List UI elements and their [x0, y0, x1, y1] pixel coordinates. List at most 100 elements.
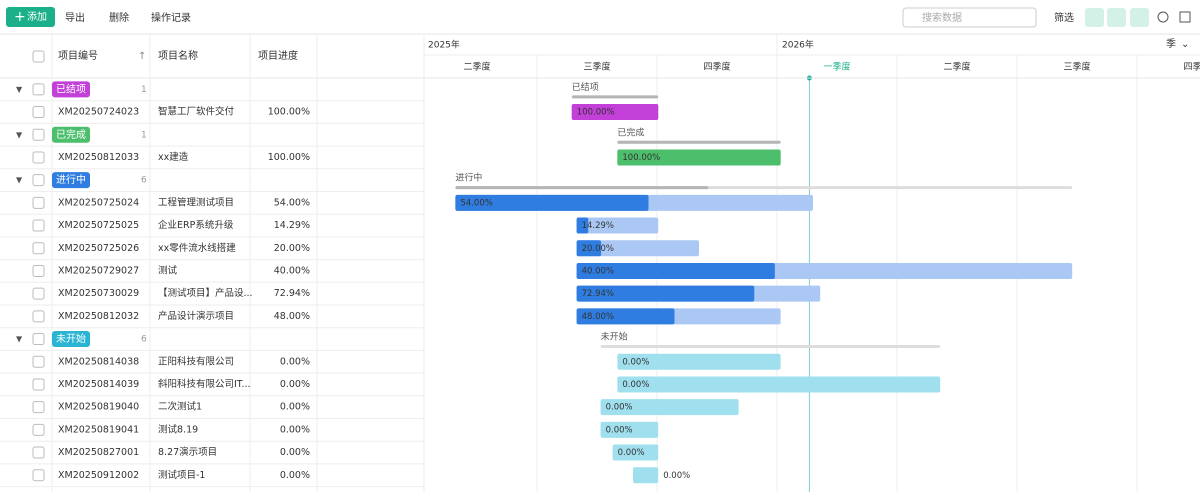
- quarter-label: 三季度: [1063, 61, 1090, 73]
- row-checkbox[interactable]: [32, 196, 45, 209]
- task-progress-label: 0.00%: [618, 448, 645, 458]
- task-progress-label: 54.00%: [460, 198, 492, 208]
- expand-icon[interactable]: ▼: [16, 130, 23, 139]
- group-checkbox[interactable]: [32, 174, 45, 187]
- row-checkbox[interactable]: [32, 264, 45, 277]
- group-checkbox[interactable]: [32, 83, 45, 96]
- quarter-label: 二季度: [463, 61, 490, 73]
- group-bar-label: 未开始: [601, 331, 628, 343]
- task-progress: [455, 194, 649, 211]
- fullscreen-button[interactable]: [1179, 11, 1191, 23]
- view-toggle[interactable]: [1107, 8, 1126, 27]
- group-checkbox[interactable]: [32, 128, 45, 141]
- column-header: 项目编号: [58, 49, 98, 62]
- group-tag-label: 进行中: [56, 173, 86, 186]
- group-progress: [617, 140, 781, 144]
- scale-selector[interactable]: 季: [1166, 38, 1176, 50]
- quarter-label: 二季度: [943, 61, 970, 73]
- view-toggle[interactable]: [1085, 8, 1104, 27]
- project-code: XM20250812033: [58, 152, 139, 163]
- project-code: XM20250827001: [58, 447, 139, 458]
- expand-icon[interactable]: ▼: [16, 176, 23, 185]
- project-code: XM20250725025: [58, 220, 139, 231]
- task-progress: [576, 217, 589, 234]
- row-checkbox[interactable]: [32, 219, 45, 232]
- task-bar[interactable]: [612, 444, 659, 461]
- expand-icon[interactable]: ▼: [16, 335, 23, 344]
- project-name: 测试项目-1: [158, 469, 205, 481]
- group-bar-label: 已完成: [617, 126, 644, 138]
- row-checkbox[interactable]: [32, 378, 45, 391]
- task-bar[interactable]: [600, 399, 739, 416]
- search-placeholder[interactable]: 搜索数据: [922, 11, 962, 24]
- row-checkbox[interactable]: [32, 242, 45, 255]
- task-progress-label: 100.00%: [577, 108, 615, 118]
- year-label: 2026年: [782, 39, 814, 51]
- project-name: 测试: [158, 264, 178, 276]
- task-progress-label: 0.00%: [663, 471, 690, 481]
- task-progress: [617, 149, 781, 166]
- header-checkbox[interactable]: [32, 50, 45, 63]
- row-checkbox[interactable]: [32, 287, 45, 300]
- row-checkbox[interactable]: [32, 355, 45, 368]
- group-count: 1: [141, 130, 147, 140]
- project-name: 工程管理测试项目: [158, 196, 234, 208]
- row-checkbox[interactable]: [32, 401, 45, 414]
- task-progress-label: 40.00%: [582, 266, 614, 276]
- task-bar[interactable]: [600, 421, 659, 438]
- task-progress-label: 0.00%: [622, 357, 649, 367]
- task-bar[interactable]: [617, 353, 781, 370]
- group-checkbox[interactable]: [32, 333, 45, 346]
- log-button[interactable]: 操作记录: [151, 11, 191, 24]
- quarter-label: 四季度: [703, 61, 730, 73]
- task-bar[interactable]: [617, 376, 941, 393]
- group-count: 6: [141, 335, 147, 345]
- row-checkbox[interactable]: [32, 446, 45, 459]
- task-bar[interactable]: [576, 217, 659, 234]
- refresh-button[interactable]: [1157, 11, 1169, 23]
- row-checkbox[interactable]: [32, 423, 45, 436]
- task-progress-label: 48.00%: [582, 312, 614, 322]
- delete-button[interactable]: 删除: [109, 11, 129, 24]
- group-tag: [52, 172, 90, 189]
- scale-caret: ⌄: [1181, 39, 1189, 50]
- view-toggle[interactable]: [1130, 8, 1149, 27]
- row-checkbox[interactable]: [32, 106, 45, 119]
- task-bar[interactable]: [633, 467, 659, 484]
- add-button[interactable]: [6, 7, 55, 27]
- task-progress: [571, 104, 659, 121]
- project-name: 8.27演示项目: [158, 446, 217, 458]
- project-name: 正阳科技有限公司: [158, 355, 234, 367]
- task-bar[interactable]: [576, 240, 699, 257]
- project-code: XM20250730029: [58, 288, 139, 299]
- project-progress: 0.00%: [280, 447, 310, 458]
- project-code: XM20250812032: [58, 311, 139, 322]
- group-tag: [52, 331, 90, 348]
- project-code: XM20250724023: [58, 107, 139, 118]
- sort-icon: ↑: [138, 51, 146, 62]
- filter-button[interactable]: 筛选: [1054, 11, 1074, 24]
- group-count: 1: [141, 85, 147, 95]
- add-label[interactable]: 添加: [27, 10, 47, 23]
- quarter-label: 三季度: [583, 61, 610, 73]
- project-progress: 0.00%: [280, 379, 310, 390]
- task-progress-label: 0.00%: [622, 380, 649, 390]
- group-bar-label: 已结项: [572, 81, 599, 93]
- task-progress-label: 100.00%: [622, 153, 660, 163]
- row-checkbox[interactable]: [32, 310, 45, 323]
- group-tag: [52, 126, 90, 143]
- project-code: XM20250912002: [58, 470, 139, 481]
- export-button[interactable]: 导出: [65, 11, 85, 24]
- project-name: 【测试项目】产品设...: [158, 287, 253, 299]
- search-box[interactable]: [902, 7, 1037, 28]
- project-name: xx建造: [158, 151, 189, 163]
- row-checkbox[interactable]: [32, 469, 45, 482]
- expand-icon[interactable]: ▼: [16, 85, 23, 94]
- project-progress: 0.00%: [280, 470, 310, 481]
- project-progress: 48.00%: [274, 311, 310, 322]
- row-checkbox[interactable]: [32, 151, 45, 164]
- project-progress: 40.00%: [274, 265, 310, 276]
- task-progress-label: 0.00%: [606, 425, 633, 435]
- project-code: XM20250819041: [58, 424, 139, 435]
